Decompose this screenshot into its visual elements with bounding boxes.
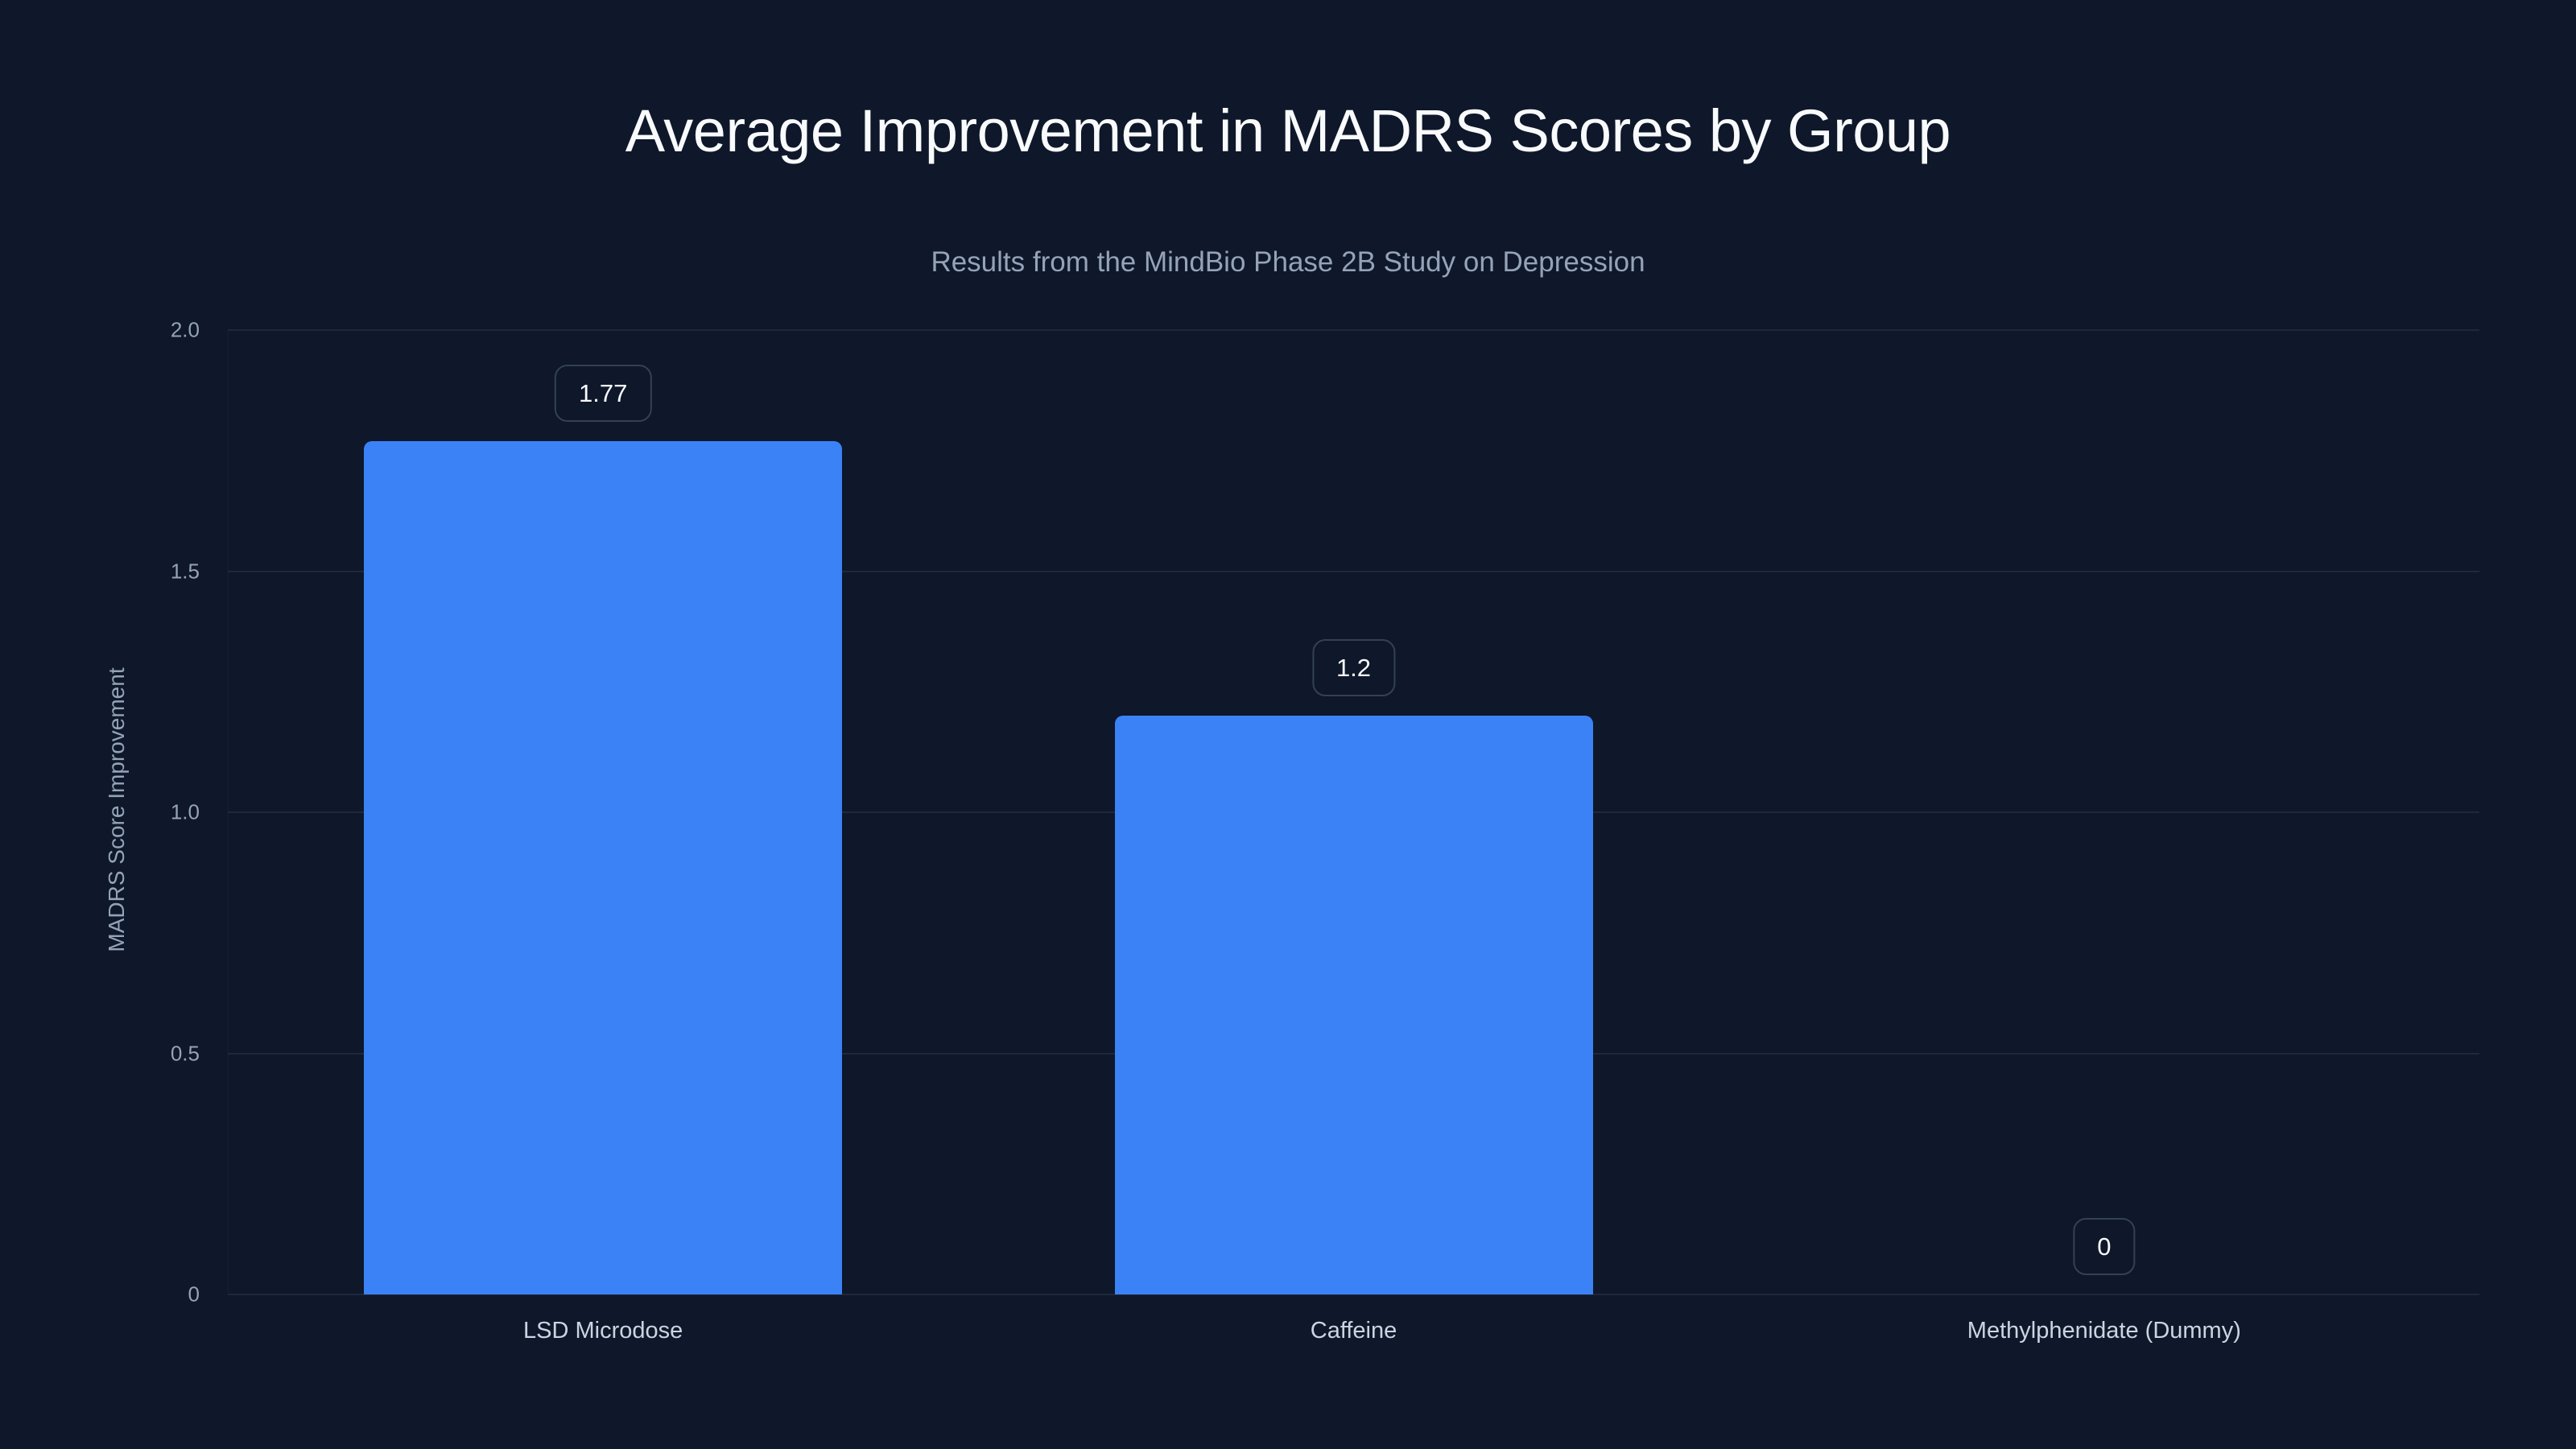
x-tick-label: LSD Microdose (523, 1318, 683, 1344)
plot-area: 1.77 1.2 0 (228, 329, 2479, 1295)
gridline (228, 570, 2479, 572)
gridline (228, 329, 2479, 331)
bar-value-label: 0 (2073, 1218, 2136, 1275)
y-tick-label: 0 (188, 1282, 200, 1307)
x-tick-label: Caffeine (1310, 1318, 1397, 1344)
bar[interactable] (364, 440, 843, 1294)
bar-value-label: 1.2 (1311, 639, 1396, 697)
bar-value-label: 1.77 (554, 364, 652, 422)
y-tick-label: 1.5 (170, 559, 200, 583)
chart-title: Average Improvement in MADRS Scores by G… (625, 97, 1951, 164)
bar[interactable] (1114, 716, 1593, 1294)
x-tick-label: Methylphenidate (Dummy) (1967, 1318, 2241, 1344)
y-tick-label: 2.0 (170, 317, 200, 342)
gridline (228, 1294, 2479, 1295)
y-tick-label: 0.5 (170, 1041, 200, 1065)
chart-subtitle: Results from the MindBio Phase 2B Study … (931, 246, 1645, 278)
y-tick-label: 1.0 (170, 799, 200, 824)
